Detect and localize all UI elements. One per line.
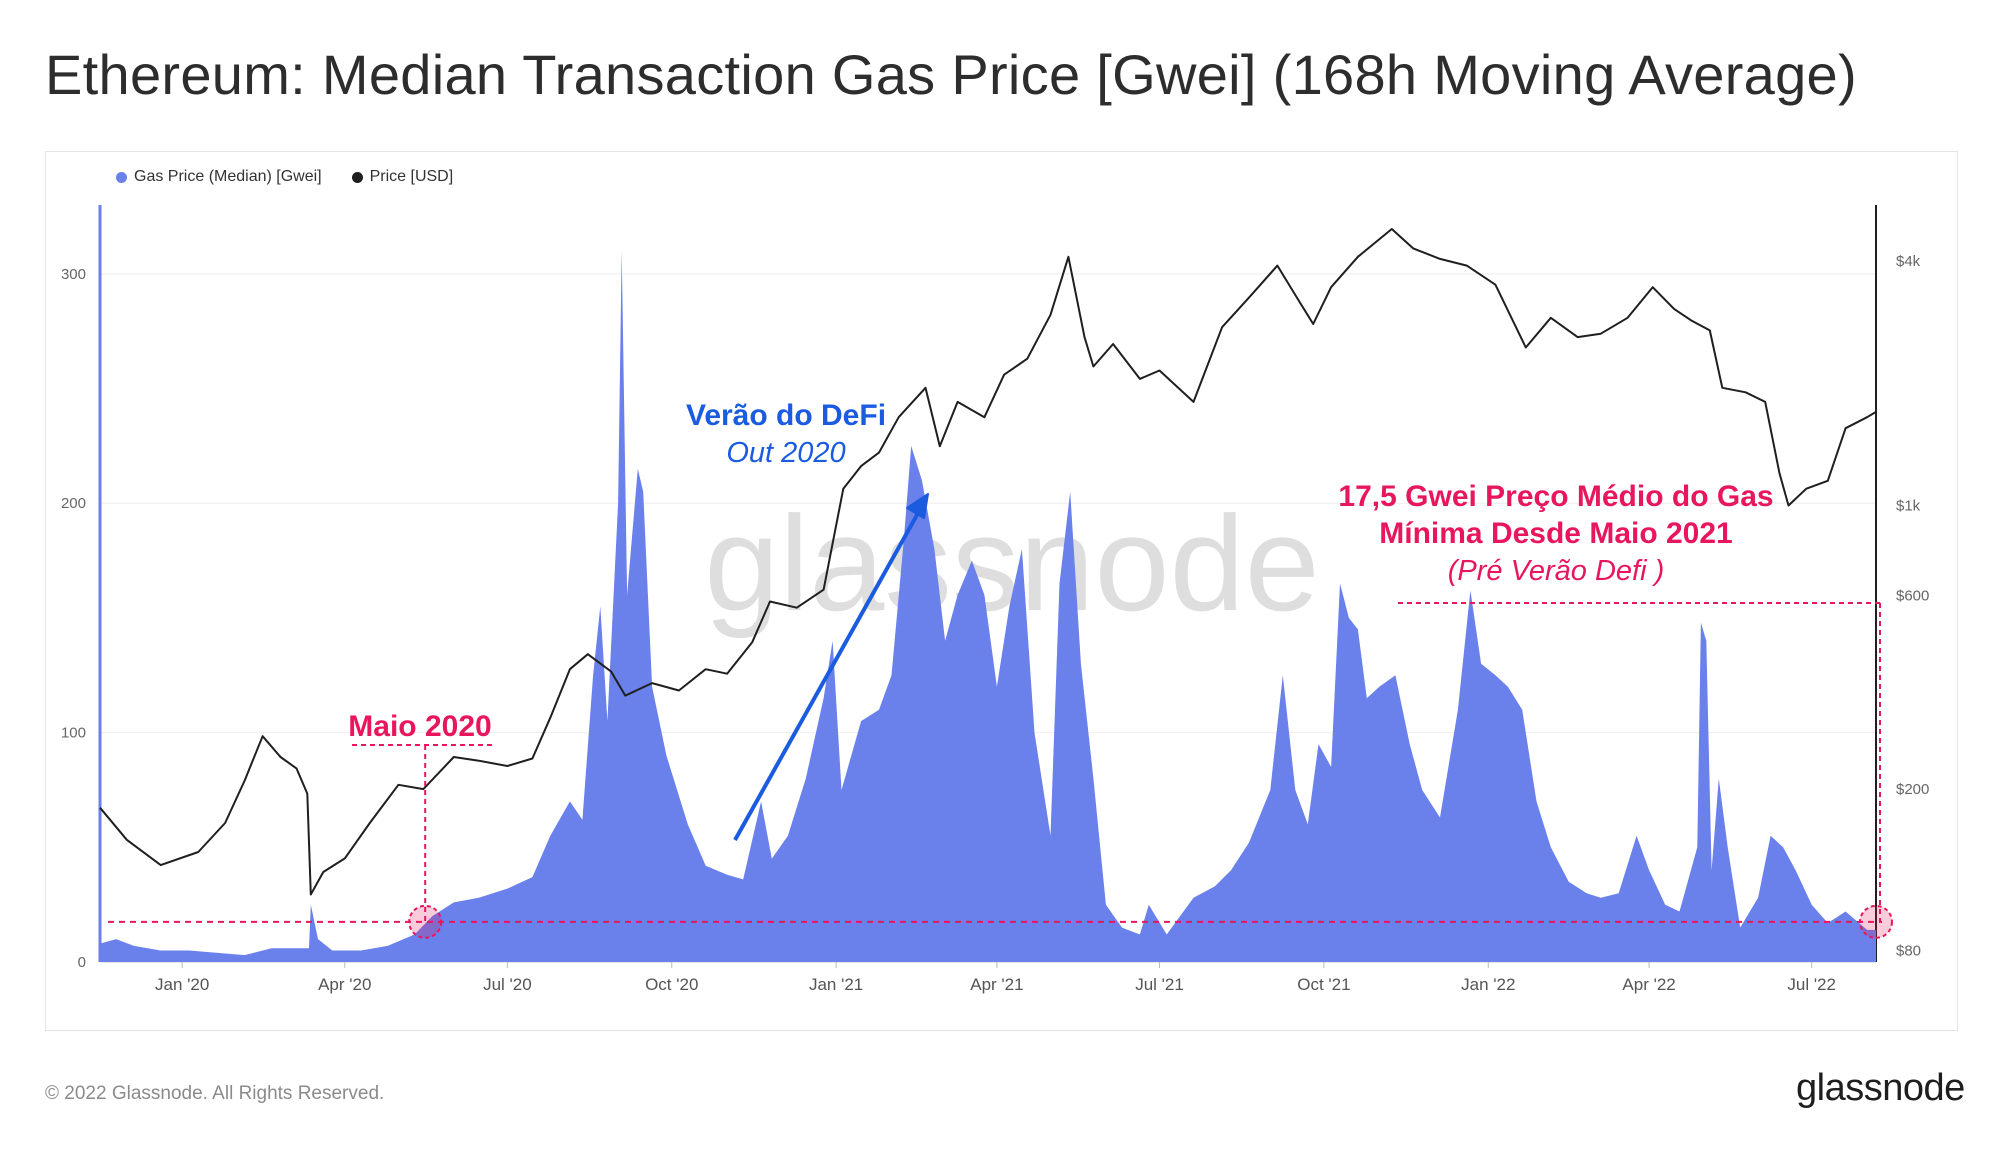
x-tick-label-0: Jan '20 <box>155 975 209 994</box>
annotation-defi-title: Verão do DeFi <box>686 399 886 432</box>
legend: Gas Price (Median) [Gwei] Price [USD] <box>116 168 453 186</box>
x-tick-label-4: Jan '21 <box>809 975 863 994</box>
annotation-defi-sub: Out 2020 <box>726 437 845 469</box>
eth-price-line <box>99 228 1877 896</box>
gas-price-area <box>100 250 1876 962</box>
annotation-maio-marker <box>408 904 443 939</box>
x-tick-label-1: Apr '20 <box>318 975 371 994</box>
legend-label-price: Price [USD] <box>369 168 454 185</box>
annotation-gas-line3: (Pré Verão Defi ) <box>1448 555 1665 587</box>
legend-dot-gas <box>116 171 127 183</box>
copyright-text: © 2022 Glassnode. All Rights Reserved. <box>45 1083 385 1104</box>
x-tick-label-3: Oct '20 <box>645 975 698 994</box>
legend-item-gas[interactable]: Gas Price (Median) [Gwei] <box>116 168 322 186</box>
annotation-gas-line2: Mínima Desde Maio 2021 <box>1379 517 1732 550</box>
legend-item-price[interactable]: Price [USD] <box>351 168 454 186</box>
x-tick-label-2: Jul '20 <box>483 975 532 994</box>
chart-title: Ethereum: Median Transaction Gas Price [… <box>45 43 1857 106</box>
y-right-tick-label-4: $4k <box>1896 253 1921 270</box>
y-left-tick-label-2: 200 <box>61 495 86 512</box>
x-tick-label-10: Jul '22 <box>1787 975 1836 994</box>
x-tick-label-6: Jul '21 <box>1135 975 1184 994</box>
y-right-tick-label-1: $200 <box>1896 781 1929 798</box>
legend-dot-price <box>351 171 363 183</box>
chart-frame <box>45 151 1958 1031</box>
y-left-tick-label-1: 100 <box>61 725 86 742</box>
annotation-gas-marker <box>1859 904 1893 939</box>
annotation-gas-line1: 17,5 Gwei Preço Médio do Gas <box>1338 480 1773 513</box>
annotation-defi-arrow-shaft <box>733 505 924 841</box>
y-right-tick-label-2: $600 <box>1896 587 1929 604</box>
x-tick-label-8: Jan '22 <box>1461 975 1515 994</box>
annotation-maio-2020: Maio 2020 <box>348 710 491 743</box>
y-right-tick-label-0: $80 <box>1896 943 1921 960</box>
annotation-defi-arrow-head <box>906 493 929 519</box>
x-tick-label-5: Apr '21 <box>970 975 1023 994</box>
legend-label-gas: Gas Price (Median) [Gwei] <box>134 168 322 185</box>
y-left-tick-label-0: 0 <box>78 954 86 971</box>
y-left-tick-label-3: 300 <box>61 266 86 283</box>
x-tick-label-7: Oct '21 <box>1297 975 1350 994</box>
x-tick-label-9: Apr '22 <box>1622 975 1675 994</box>
glassnode-logo: glassnode <box>1796 1067 1965 1109</box>
y-right-tick-label-3: $1k <box>1896 497 1921 514</box>
